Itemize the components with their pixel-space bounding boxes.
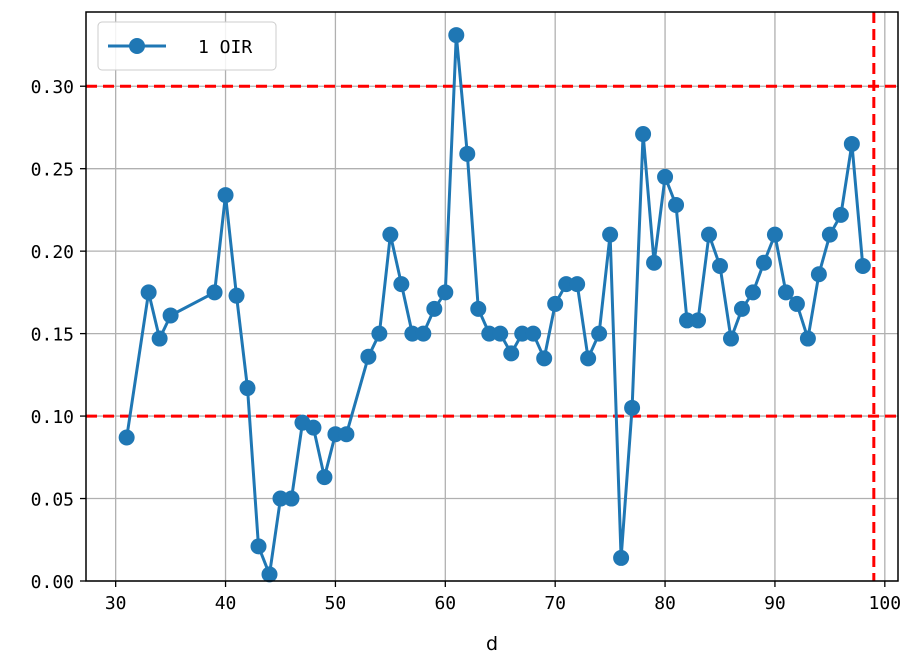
- legend-dot-marker: [129, 38, 145, 54]
- data-point: [679, 312, 696, 329]
- x-axis-ticks: 30 40 50 60 70 80 90 100: [105, 581, 901, 614]
- data-point: [668, 196, 685, 213]
- series-line: [125, 33, 865, 576]
- data-point: [558, 276, 575, 293]
- data-point: [151, 330, 168, 347]
- legend-label: 1 OIR: [198, 37, 252, 58]
- data-point: [239, 380, 256, 397]
- data-point: [140, 284, 157, 301]
- y-tick-label: 0.05: [31, 490, 74, 511]
- series-layer: [118, 27, 871, 583]
- x-tick-label: 60: [434, 593, 456, 614]
- data-point: [360, 348, 377, 365]
- data-point: [305, 419, 322, 436]
- data-point: [591, 325, 608, 342]
- x-tick-label: 70: [544, 593, 566, 614]
- data-point: [788, 295, 805, 312]
- data-point: [118, 429, 135, 446]
- data-point: [228, 287, 245, 304]
- x-tick-label: 80: [654, 593, 676, 614]
- y-tick-label: 0.10: [31, 407, 74, 428]
- data-point: [711, 257, 728, 274]
- data-point: [624, 399, 641, 416]
- data-point: [744, 284, 761, 301]
- data-point: [327, 426, 344, 443]
- data-point: [316, 469, 333, 486]
- data-point: [635, 126, 652, 143]
- data-point: [701, 226, 718, 243]
- data-point: [338, 426, 355, 443]
- data-point: [569, 276, 586, 293]
- data-point: [657, 168, 674, 185]
- data-point: [261, 566, 278, 583]
- data-point: [459, 145, 476, 162]
- data-point: [437, 284, 454, 301]
- x-tick-label: 30: [105, 593, 127, 614]
- data-point: [525, 325, 542, 342]
- data-point: [206, 284, 223, 301]
- data-point: [722, 330, 739, 347]
- data-point: [821, 226, 838, 243]
- data-point: [646, 254, 663, 271]
- data-point: [217, 187, 234, 204]
- x-tick-label: 100: [869, 593, 902, 614]
- data-point: [162, 307, 179, 324]
- data-point: [799, 330, 816, 347]
- data-point: [283, 490, 300, 507]
- y-tick-label: 0.00: [31, 572, 74, 593]
- data-point: [602, 226, 619, 243]
- y-tick-label: 0.25: [31, 160, 74, 181]
- y-tick-label: 0.30: [31, 77, 74, 98]
- data-point: [690, 312, 707, 329]
- data-point: [514, 325, 531, 342]
- legend-box: [97, 21, 277, 71]
- data-point: [580, 350, 597, 367]
- y-axis-ticks: 0.00 0.05 0.10 0.15 0.20 0.25 0.30: [31, 77, 86, 593]
- data-point: [415, 325, 432, 342]
- data-point: [272, 490, 289, 507]
- data-point: [843, 135, 860, 152]
- data-point: [755, 254, 772, 271]
- x-tick-label: 90: [764, 593, 786, 614]
- legend: 1 OIR: [97, 21, 277, 71]
- data-point: [503, 345, 520, 362]
- plot-area-frame: [85, 11, 899, 582]
- data-point: [481, 325, 498, 342]
- data-point: [404, 325, 421, 342]
- data-point: [426, 300, 443, 317]
- data-point: [382, 226, 399, 243]
- data-point: [854, 257, 871, 274]
- data-point: [733, 300, 750, 317]
- data-point: [250, 538, 267, 555]
- data-point: [393, 276, 410, 293]
- data-point: [536, 350, 553, 367]
- data-point: [547, 295, 564, 312]
- data-point: [810, 266, 827, 283]
- y-tick-label: 0.15: [31, 325, 74, 346]
- data-point: [470, 300, 487, 317]
- data-point: [613, 549, 630, 566]
- data-point: [371, 325, 388, 342]
- data-point: [492, 325, 509, 342]
- data-point: [832, 206, 849, 223]
- data-point: [777, 284, 794, 301]
- data-point: [766, 226, 783, 243]
- data-point: [448, 27, 465, 44]
- x-tick-label: 50: [325, 593, 347, 614]
- x-axis-label: d: [486, 633, 498, 655]
- reference-lines: [86, 12, 898, 581]
- x-tick-label: 40: [215, 593, 237, 614]
- y-tick-label: 0.20: [31, 242, 74, 263]
